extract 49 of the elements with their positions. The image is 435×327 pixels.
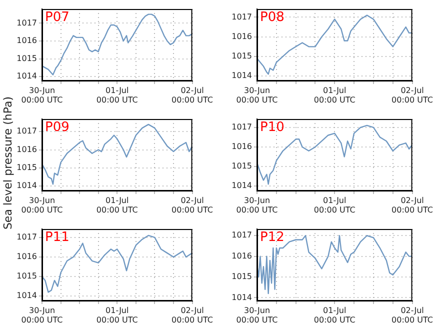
chart-title: P07 (45, 10, 70, 25)
y-tick-label: 1016 (16, 144, 37, 154)
y-tick-label: 1015 (16, 54, 37, 63)
y-tick-label: 1014 (232, 71, 252, 80)
x-tick-label: 02-Jul 00:00 UTC (172, 86, 214, 104)
y-tick-label: 1015 (232, 272, 252, 282)
x-tick-label: 30-Jun 00:00 UTC (236, 306, 278, 324)
x-tick-label: 01-Jul 00:00 UTC (96, 86, 138, 104)
x-tick-label: 02-Jul 00:00 UTC (392, 86, 434, 104)
y-tick-label: 1014 (16, 181, 37, 190)
y-tick-label: 1017 (232, 122, 252, 132)
y-tick-label: 1016 (232, 32, 252, 41)
y-tick-label: 1014 (232, 181, 252, 190)
y-tick-label: 1017 (16, 126, 37, 136)
chart-title: P10 (260, 120, 284, 135)
chart-title: P11 (45, 230, 70, 245)
y-tick-label: 1016 (232, 142, 252, 152)
y-tick-label: 1016 (232, 251, 252, 260)
x-tick-label: 01-Jul 00:00 UTC (314, 86, 356, 104)
y-tick-label: 1014 (232, 292, 252, 302)
x-tick-label: 30-Jun 00:00 UTC (236, 86, 278, 104)
y-tick-label: 1015 (232, 162, 252, 171)
chart-title: P09 (45, 120, 70, 135)
x-tick-label: 02-Jul 00:00 UTC (392, 306, 434, 324)
x-tick-label: 02-Jul 00:00 UTC (172, 196, 214, 214)
x-tick-label: 30-Jun 00:00 UTC (21, 86, 64, 104)
x-tick-label: 30-Jun 00:00 UTC (236, 196, 278, 214)
x-tick-label: 01-Jul 00:00 UTC (96, 196, 138, 214)
y-tick-label: 1016 (16, 36, 37, 46)
y-tick-label: 1017 (16, 232, 37, 242)
x-tick-label: 02-Jul 00:00 UTC (392, 196, 434, 214)
x-tick-label: 02-Jul 00:00 UTC (172, 306, 214, 324)
y-tick-label: 1016 (16, 252, 37, 262)
x-tick-label: 01-Jul 00:00 UTC (314, 306, 356, 324)
y-tick-label: 1017 (232, 12, 252, 22)
y-tick-label: 1017 (16, 18, 37, 28)
x-tick-label: 01-Jul 00:00 UTC (96, 306, 138, 324)
x-tick-label: 01-Jul 00:00 UTC (314, 196, 356, 214)
y-axis-title: Sea level pressure (hPa) (2, 96, 14, 230)
x-tick-label: 30-Jun 00:00 UTC (21, 306, 64, 324)
y-tick-label: 1015 (16, 272, 37, 281)
x-tick-label: 30-Jun 00:00 UTC (21, 196, 64, 214)
y-tick-label: 1014 (16, 291, 37, 300)
y-tick-label: 1015 (16, 162, 37, 172)
y-tick-label: 1017 (232, 230, 252, 240)
y-tick-label: 1015 (232, 52, 252, 61)
chart-title: P08 (260, 10, 284, 25)
y-tick-label: 1014 (16, 72, 37, 81)
chart-title: P12 (260, 230, 284, 245)
